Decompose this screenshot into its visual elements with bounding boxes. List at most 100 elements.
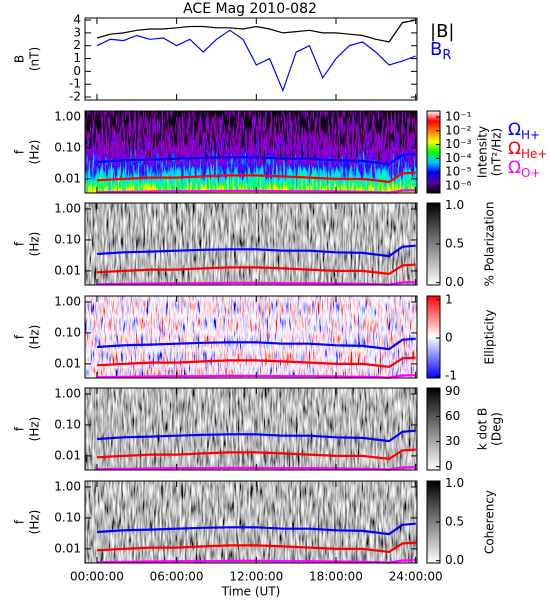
y-axis-label: (Hz) [28, 325, 42, 350]
x-tick-label: 00:00:00 [70, 570, 124, 584]
gyrofrequency-line [96, 429, 416, 443]
x-tick-label: 06:00:00 [150, 570, 204, 584]
y-tick-label: 0.10 [54, 140, 81, 154]
colorbar-tick-label: 0 [445, 330, 453, 344]
gyrofrequency-line [96, 356, 416, 369]
colorbar [426, 387, 441, 471]
x-axis-label: Time (UT) [221, 585, 281, 599]
legend-name: Ω [508, 158, 521, 178]
y-axis-label: f [13, 426, 27, 431]
y-tick-label: 0.01 [54, 541, 81, 555]
y-tick-label: 1.00 [54, 386, 81, 400]
y-tick-label: 0.10 [54, 325, 81, 339]
spectrogram-texture [85, 203, 417, 285]
gyrofrequency-line [96, 281, 416, 286]
y-tick-label: 1.00 [54, 201, 81, 215]
colorbar-tick-label: 0.5 [445, 237, 464, 251]
colorbar-label: Intensity [476, 126, 490, 178]
y-tick-label: 3 [73, 25, 81, 39]
colorbar-tick-label: 10⁻² [445, 123, 472, 137]
y-axis-label: (Hz) [28, 232, 42, 257]
colorbar-tick-label: 10⁻⁵ [445, 165, 472, 179]
gyrofrequency-line [96, 466, 416, 471]
colorbar-tick-label: 1 [445, 292, 453, 306]
gyrofrequency-line [96, 374, 416, 379]
legend-subscript: H+ [521, 128, 540, 142]
colorbar-tick-label: 1.0 [445, 198, 464, 212]
colorbar-tick-label: 90 [445, 384, 460, 398]
legend-subscript: R [442, 48, 451, 63]
y-axis-label: (Hz) [28, 417, 42, 442]
gyrofrequency-line [96, 522, 416, 536]
colorbar-label: Coherency [483, 490, 497, 554]
chart-title: ACE Mag 2010-082 [183, 1, 317, 17]
colorbar-label: % Polarization [483, 202, 497, 287]
y-tick-label: 0.01 [54, 263, 81, 277]
colorbar-tick-label: 0.0 [445, 553, 464, 567]
gyrofrequency-line [96, 152, 416, 166]
gyrofrequency-line [96, 448, 416, 461]
gyrofrequency-line [96, 559, 416, 564]
line-series [96, 29, 416, 93]
plot-frame [84, 202, 418, 286]
plot-frame [84, 295, 418, 379]
legend-name: B [430, 39, 442, 60]
y-axis-label: f [13, 241, 27, 246]
gyrofrequency-line [96, 244, 416, 258]
legend-name: Ω [508, 139, 521, 159]
y-tick-label: 0.10 [54, 510, 81, 524]
colorbar-tick-label: 1.0 [445, 476, 464, 490]
y-axis-label: f [13, 149, 27, 154]
colorbar-tick-label: 0 [445, 459, 453, 473]
spectrogram-texture [85, 388, 417, 470]
x-tick-label: 24:00:00 [389, 570, 443, 584]
gyrofrequency-line [96, 337, 416, 351]
x-tick-label: 18:00:00 [309, 570, 363, 584]
y-tick-label: 0.10 [54, 232, 81, 246]
legend-entry: ΩO+ [508, 158, 541, 180]
colorbar-label: Ellipticity [483, 310, 497, 365]
y-tick-label: 0 [73, 64, 81, 78]
y-axis-label: f [13, 519, 27, 524]
plot-frame [84, 480, 418, 564]
y-axis-label: f [13, 334, 27, 339]
colorbar-tick-label: 30 [445, 434, 460, 448]
colorbar-label: (nT²/Hz) [490, 128, 504, 176]
colorbar [426, 110, 441, 194]
legend-subscript: He+ [521, 147, 547, 161]
y-tick-label: 1.00 [54, 479, 81, 493]
gyrofrequency-line [96, 189, 416, 194]
line-series [96, 19, 416, 43]
legend-name: |B| [430, 21, 454, 42]
gyrofrequency-line [96, 263, 416, 276]
gyrofrequency-line [96, 541, 416, 554]
plot-area [85, 18, 417, 100]
y-tick-label: 0.01 [54, 448, 81, 462]
y-axis-label: B [13, 55, 27, 63]
y-axis-label: (Hz) [28, 140, 42, 165]
plot-frame [84, 110, 418, 194]
x-tick-label: 12:00:00 [229, 570, 283, 584]
y-tick-label: 1.00 [54, 109, 81, 123]
y-tick-label: 4 [73, 13, 81, 27]
colorbar-tick-label: 10⁻¹ [445, 109, 472, 123]
y-tick-label: 0.01 [54, 171, 81, 185]
spectrogram-texture [85, 111, 417, 193]
colorbar-tick-label: 60 [445, 409, 460, 423]
legend-subscript: O+ [521, 166, 541, 180]
colorbar-label: k dot B [476, 408, 490, 450]
colorbar-tick-label: 0.5 [445, 515, 464, 529]
y-axis-label: (Hz) [28, 510, 42, 535]
spectrogram-texture [85, 296, 417, 378]
colorbar-tick-label: 10⁻⁶ [445, 178, 472, 192]
y-tick-label: 1.00 [54, 294, 81, 308]
spectrogram-texture [85, 481, 417, 563]
colorbar [426, 295, 441, 379]
colorbar-tick-label: 10⁻⁴ [445, 151, 472, 165]
legend-name: Ω [508, 120, 521, 140]
legend-entry: BR [430, 39, 451, 63]
legend-entry: |B| [430, 21, 454, 42]
colorbar-label: (Deg) [490, 412, 504, 446]
legend-entry: ΩH+ [508, 120, 540, 142]
